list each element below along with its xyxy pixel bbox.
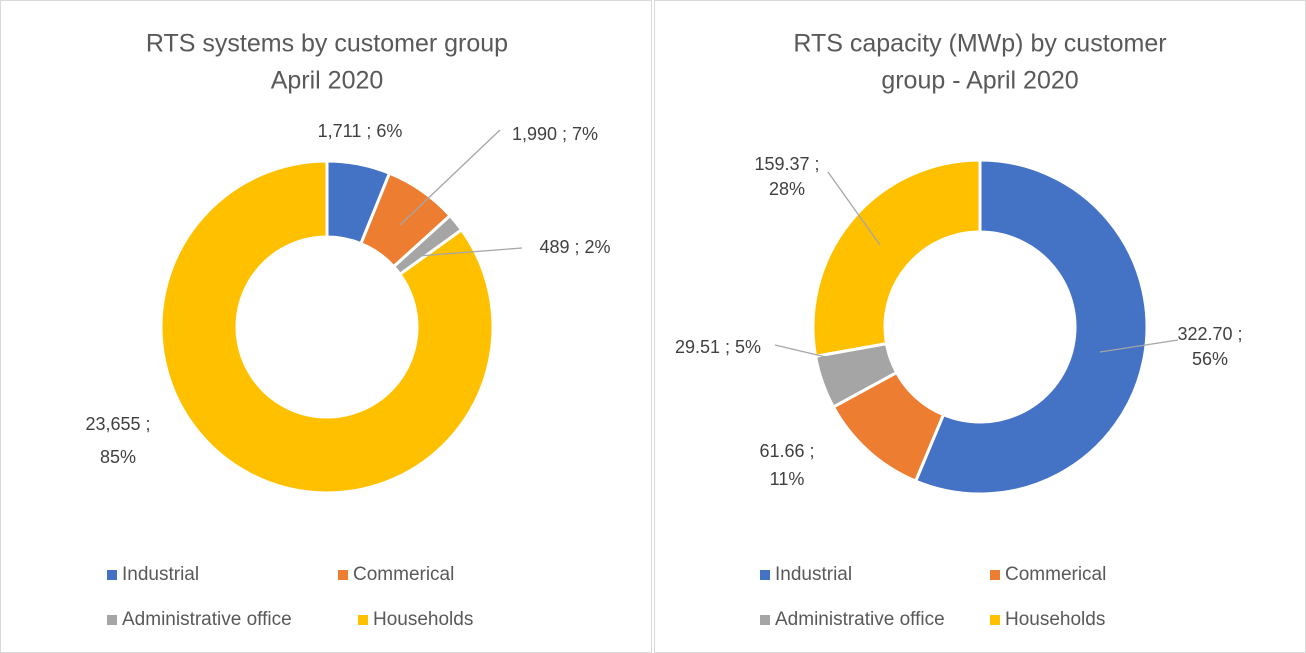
leader-line [1099, 339, 1179, 353]
chart-title: April 2020 [271, 67, 384, 95]
panel [654, 0, 1306, 653]
panel [0, 0, 652, 653]
legend-swatch [760, 570, 770, 580]
legend-swatch [107, 570, 117, 580]
donut-slice [913, 158, 1149, 496]
data-label: 61.66 ; [759, 441, 814, 461]
chart-title: group - April 2020 [881, 67, 1078, 95]
legend-label: Administrative office [122, 609, 292, 630]
leader-line [399, 129, 501, 226]
donut-slice [159, 159, 495, 495]
legend-swatch [760, 615, 770, 625]
legend-label: Commerical [353, 564, 454, 585]
leader-line [417, 247, 523, 257]
legend-swatch [338, 570, 348, 580]
legend-label: Industrial [122, 564, 199, 585]
data-label: 85% [100, 447, 136, 467]
legend-label: Households [373, 609, 473, 630]
data-label: 1,711 ; 6% [318, 121, 403, 141]
legend-label: Industrial [775, 564, 852, 585]
legend-swatch [358, 615, 368, 625]
legend-label: Commerical [1005, 564, 1106, 585]
legend-swatch [107, 615, 117, 625]
chart-title: RTS capacity (MWp) by customer [793, 30, 1166, 58]
legend-swatch [990, 570, 1000, 580]
donut-slice [811, 158, 982, 358]
data-label: 489 ; 2% [539, 237, 610, 257]
data-label: 322.70 ; [1177, 324, 1242, 344]
data-label: 159.37 ; [754, 154, 819, 174]
legend-label: Administrative office [775, 609, 945, 630]
data-label: 11% [770, 469, 805, 489]
leader-line [774, 344, 831, 359]
data-label: 29.51 ; 5% [675, 337, 761, 357]
data-label: 28% [769, 179, 805, 199]
leader-line [827, 171, 881, 246]
data-label: 23,655 ; [85, 414, 150, 434]
legend-swatch [990, 615, 1000, 625]
chart-title: RTS systems by customer group [146, 30, 508, 58]
data-label: 56% [1192, 349, 1228, 369]
data-label: 1,990 ; 7% [512, 124, 598, 144]
legend-label: Households [1005, 609, 1105, 630]
